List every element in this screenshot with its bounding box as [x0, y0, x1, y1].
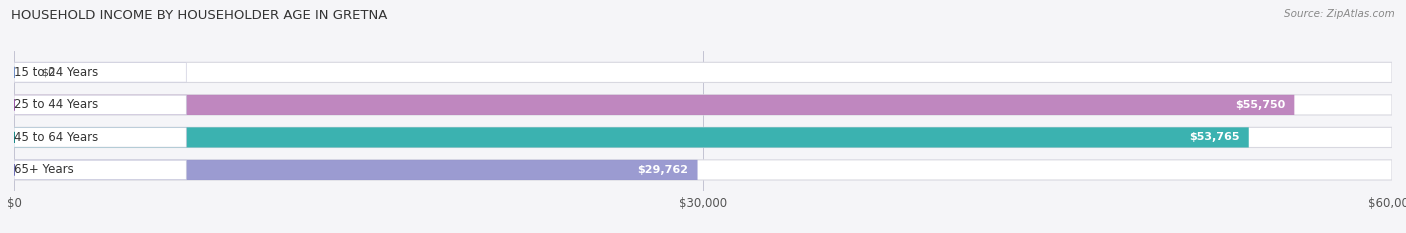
FancyBboxPatch shape — [14, 62, 1392, 82]
FancyBboxPatch shape — [14, 63, 186, 82]
Text: HOUSEHOLD INCOME BY HOUSEHOLDER AGE IN GRETNA: HOUSEHOLD INCOME BY HOUSEHOLDER AGE IN G… — [11, 9, 388, 22]
FancyBboxPatch shape — [14, 160, 186, 180]
FancyBboxPatch shape — [14, 160, 697, 180]
FancyBboxPatch shape — [14, 160, 1392, 180]
FancyBboxPatch shape — [14, 95, 186, 115]
Text: $0: $0 — [42, 67, 56, 77]
Text: Source: ZipAtlas.com: Source: ZipAtlas.com — [1284, 9, 1395, 19]
Text: $29,762: $29,762 — [637, 165, 689, 175]
FancyBboxPatch shape — [14, 128, 186, 147]
FancyBboxPatch shape — [14, 127, 1392, 147]
Text: 15 to 24 Years: 15 to 24 Years — [14, 66, 98, 79]
Text: 65+ Years: 65+ Years — [14, 163, 75, 176]
FancyBboxPatch shape — [14, 127, 1249, 147]
Text: 45 to 64 Years: 45 to 64 Years — [14, 131, 98, 144]
FancyBboxPatch shape — [14, 95, 1392, 115]
FancyBboxPatch shape — [14, 95, 1295, 115]
Text: $53,765: $53,765 — [1189, 132, 1240, 142]
Text: $55,750: $55,750 — [1234, 100, 1285, 110]
Text: 25 to 44 Years: 25 to 44 Years — [14, 98, 98, 111]
